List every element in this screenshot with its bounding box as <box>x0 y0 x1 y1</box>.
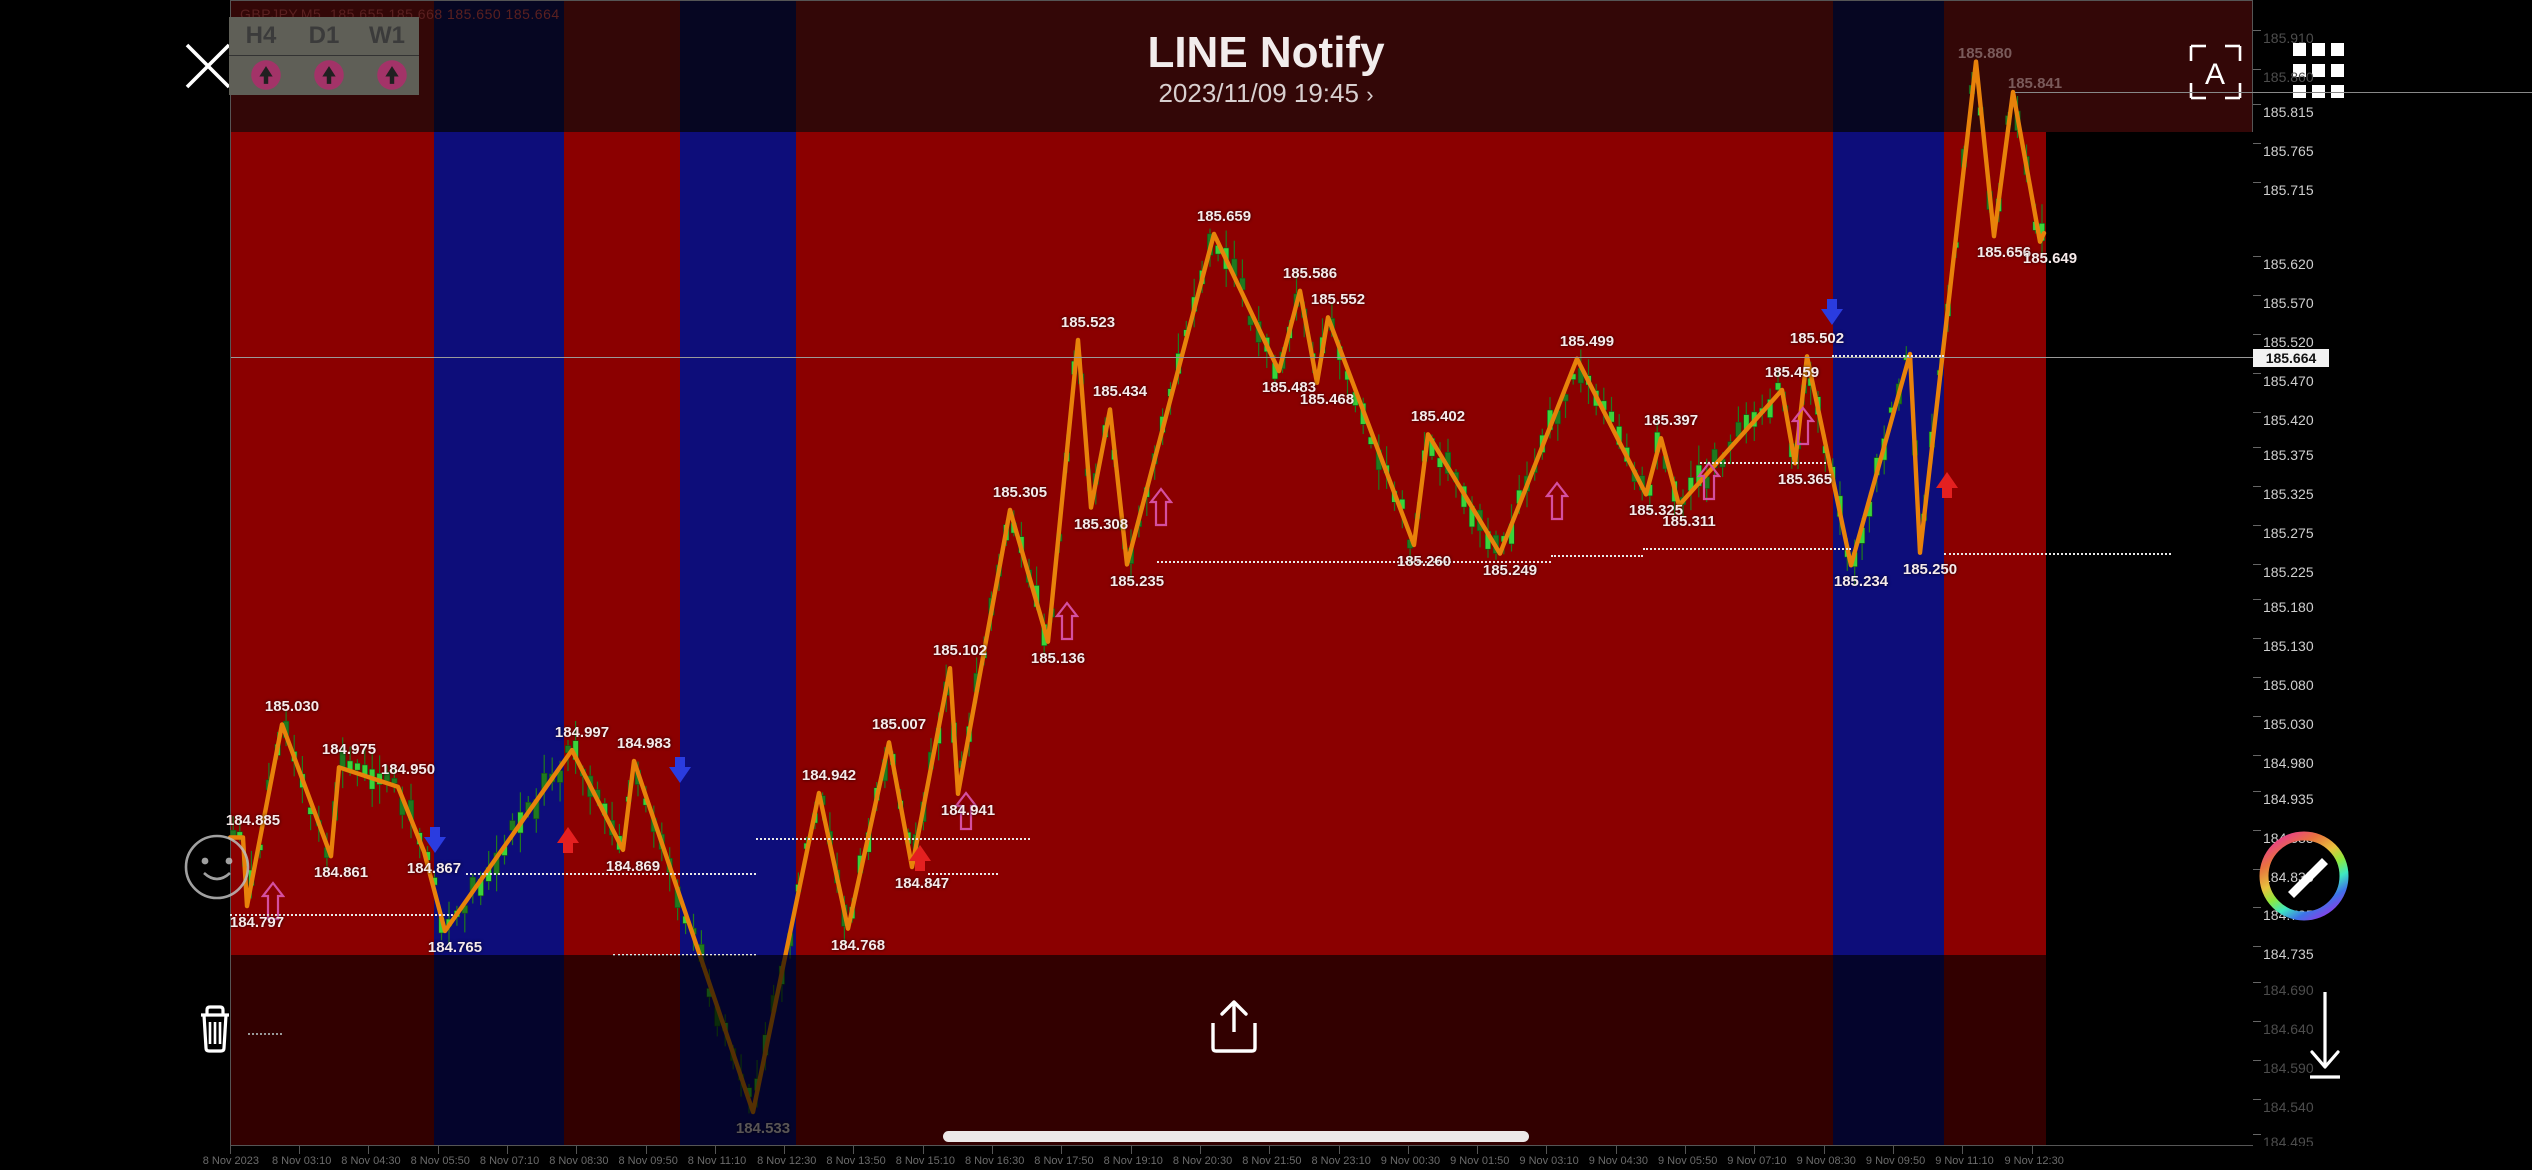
svg-text:A: A <box>2205 58 2225 91</box>
